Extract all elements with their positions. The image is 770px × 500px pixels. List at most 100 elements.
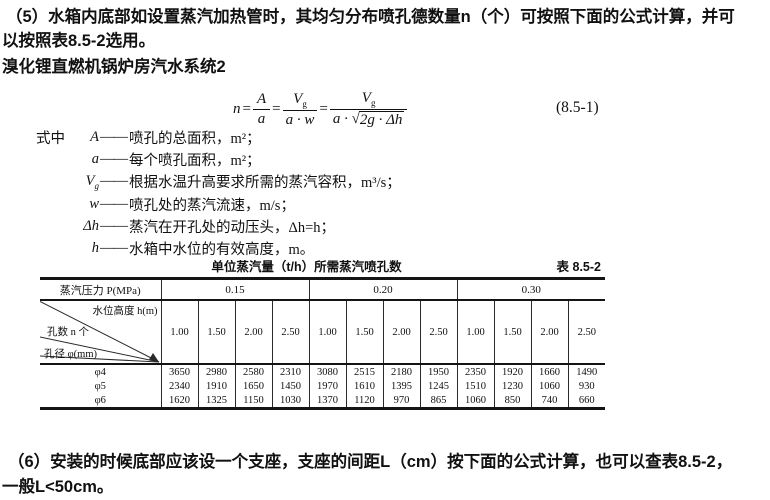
radical-sign: √ (351, 111, 360, 127)
formula-lhs: n (233, 101, 241, 117)
definition-dash: —— (100, 195, 128, 212)
definition-row: h —— 水箱中水位的有效高度，m。 (66, 237, 401, 259)
pressure-label: 蒸汽压力 P(MPa) (59, 284, 141, 297)
variable-v: V (361, 90, 371, 106)
definition-dash: —— (100, 128, 128, 145)
hole-count-cell: 2515 (345, 364, 383, 379)
paragraph-5-line-2: 以按照表8.5-2选用。 (2, 32, 156, 50)
water-level-cell: 2.50 (419, 300, 457, 365)
subscript-g: g (302, 98, 307, 109)
table-title: 单位蒸汽量（t/h）所需蒸汽喷孔数 (211, 260, 402, 274)
hole-count-cell: 1620 (160, 393, 198, 409)
fraction-2-numerator: Vg (282, 91, 318, 111)
definition-dash: —— (100, 240, 128, 257)
hole-count-cell: 1450 (271, 379, 309, 393)
definition-row: w —— 喷孔处的蒸汽流速，m/s； (66, 193, 401, 215)
square-root: √ 2g · Δh (352, 111, 405, 129)
table-caption: 单位蒸汽量（t/h）所需蒸汽喷孔数 表 8.5-2 (40, 256, 605, 277)
table-row: φ6 1620 1325 1150 1030 1370 1120 970 865 1060 850 7… (40, 393, 605, 409)
hole-count-cell: 1910 (197, 379, 235, 393)
hole-count-cell: 2310 (271, 364, 309, 379)
equals-sign: = (319, 101, 328, 117)
fraction-2: Vg a · w (282, 91, 318, 129)
hole-count-cell: 1970 (308, 379, 346, 393)
hole-count-cell: 740 (530, 393, 568, 409)
pressure-value-cell: 0.20 (308, 278, 457, 301)
hole-count-cell: 1060 (456, 393, 494, 409)
arrowhead (149, 353, 159, 362)
table-row: φ5 2340 1910 1650 1450 1970 1610 1395 1245 1510 12… (40, 379, 605, 393)
pressure-header-row: 蒸汽压力 P(MPa) 0.15 0.20 0.30 (40, 278, 605, 301)
table-row: φ4 3650 2980 2580 2310 3080 2515 2180 1950 2350 19… (40, 364, 605, 379)
paragraph-5-line-1: （5）水箱内底部如设置蒸汽加热管时，其均匀分布喷孔德数量n（个）可按照下面的公式… (6, 8, 735, 26)
equation-number: (8.5-1) (556, 99, 599, 116)
hole-count-cell: 1230 (493, 379, 531, 393)
water-level-cell: 1.00 (160, 300, 198, 365)
section-subtitle: 溴化锂直燃机锅炉房汽水系统2 (2, 58, 226, 76)
hole-count-cell: 1660 (530, 364, 568, 379)
radicand-text: 2g · Δh (359, 112, 403, 128)
water-level-cell: 2.00 (382, 300, 420, 365)
hole-count-cell: 930 (567, 379, 605, 393)
hole-count-cell: 1370 (308, 393, 346, 409)
variable-subscript: g (94, 180, 100, 191)
hole-count-cell: 1510 (456, 379, 494, 393)
water-level-header-row: 水位高度 h(m) 孔数 n 个 孔径 φ(mm) 1.00 1.50 2.00 2.… (40, 300, 605, 365)
denominator-prefix: a · (332, 111, 352, 127)
hole-count-cell: 1920 (493, 364, 531, 379)
hole-count-cell: 1245 (419, 379, 457, 393)
fraction-1-denominator: a (257, 111, 266, 127)
hole-count-cell: 1325 (197, 393, 235, 409)
hole-count-cell: 850 (493, 393, 531, 409)
hole-count-cell: 1610 (345, 379, 383, 393)
definition-description: 根据水温升高要求所需的蒸汽容积，m³/s； (129, 175, 401, 192)
variable-symbol: Vg (85, 172, 100, 191)
hole-count-cell: 1060 (530, 379, 568, 393)
hole-count-cell: 660 (567, 393, 605, 409)
definitions-block: 式中 A —— 喷孔的总面积，m²； a —— 每个喷孔面积，m²； Vg —— 根据水温升高要… (36, 126, 401, 260)
hole-count-cell: 1490 (567, 364, 605, 379)
water-level-cell: 1.00 (308, 300, 346, 365)
water-level-cell: 2.00 (530, 300, 568, 365)
hole-count-cell: 970 (382, 393, 420, 409)
formula-expression: n = A a = Vg a · w = Vg a · √ 2g · Δh (233, 90, 408, 129)
paragraph-6-line-1: （6）安装的时候底部应该设一个支座，支座的间距L（cm）按下面的公式计算，也可以… (8, 453, 733, 471)
definition-row: Δh —— 蒸汽在开孔处的动压头，Δh=h； (66, 215, 401, 237)
hole-count-cell: 3080 (308, 364, 346, 379)
definition-description: 每个喷孔面积，m²； (129, 152, 261, 169)
hole-count-cell: 2980 (197, 364, 235, 379)
diameter-label-cell: φ4 (94, 366, 106, 378)
hole-count-cell: 1650 (234, 379, 272, 393)
definition-description: 水箱中水位的有效高度，m。 (129, 242, 315, 259)
hole-count-cell: 1950 (419, 364, 457, 379)
diameter-label-cell: φ6 (94, 394, 106, 406)
equals-sign: = (242, 101, 251, 117)
paragraph-6-line-2: 一般L<50cm。 (2, 478, 114, 496)
definitions-list: A —— 喷孔的总面积，m²； a —— 每个喷孔面积，m²； Vg —— 根据水温升高要求所需… (36, 126, 401, 260)
hole-count-cell: 1120 (345, 393, 383, 409)
diagonal-label-water-level: 水位高度 h(m) (92, 306, 158, 317)
definition-description: 蒸汽在开孔处的动压头，Δh=h； (129, 219, 336, 236)
variable-symbol: h (91, 240, 99, 257)
hole-count-cell: 2350 (456, 364, 494, 379)
variable-symbol: Δh (83, 217, 99, 234)
subscript-g: g (370, 98, 376, 108)
water-level-cell: 1.50 (345, 300, 383, 365)
hole-count-cell: 1150 (234, 393, 272, 409)
fraction-1: A a (252, 91, 271, 128)
water-level-cell: 2.50 (567, 300, 605, 365)
diameter-label-cell: φ5 (94, 380, 106, 392)
hole-count-cell: 865 (419, 393, 457, 409)
variable-symbol: a (91, 150, 99, 167)
spray-hole-table: 蒸汽压力 P(MPa) 0.15 0.20 0.30 水位高度 h(m) 孔数 … (40, 277, 605, 410)
fraction-2-denominator: a · w (285, 111, 315, 128)
variable-symbol: w (89, 195, 99, 212)
definition-description: 喷孔处的蒸汽流速，m/s； (129, 197, 295, 214)
hole-count-cell: 1030 (271, 393, 309, 409)
paragraph-5: （5）水箱内底部如设置蒸汽加热管时，其均匀分布喷孔德数量n（个）可按照下面的公式… (0, 5, 766, 53)
pressure-value-cell: 0.15 (160, 278, 309, 301)
hole-count-cell: 1395 (382, 379, 420, 393)
pressure-label-cell: 蒸汽压力 P(MPa) (40, 278, 161, 301)
hole-count-cell: 3650 (160, 364, 198, 379)
hole-count-cell: 2180 (382, 364, 420, 379)
